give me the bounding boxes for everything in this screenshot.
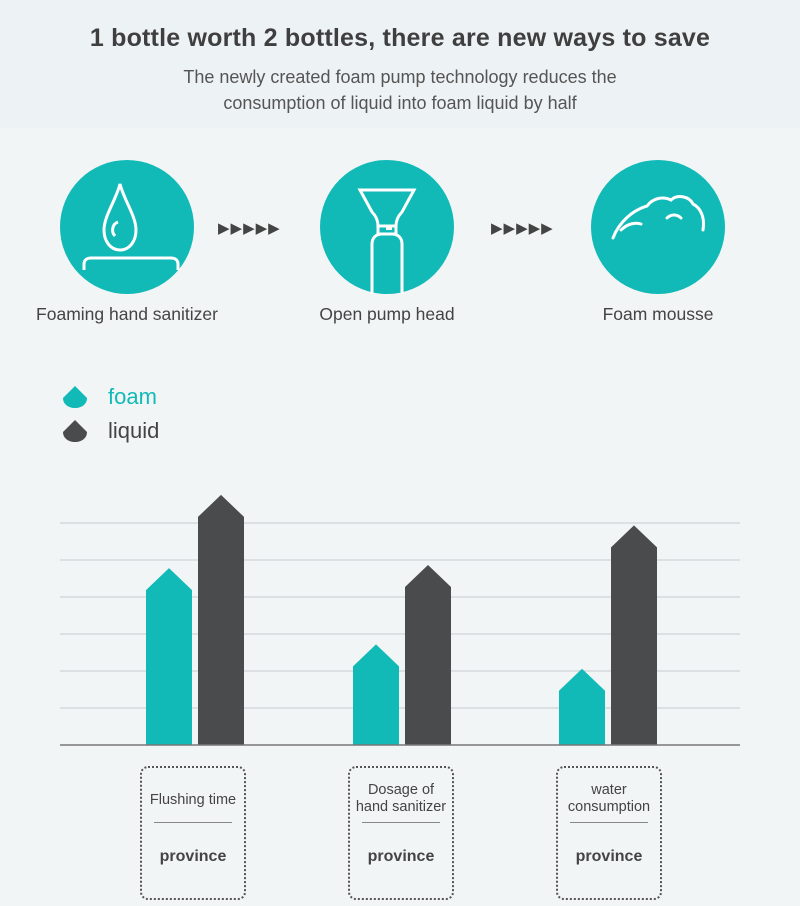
category-label: Dosage of hand sanitizer (355, 782, 447, 815)
step-open-pump-head: Open pump head (267, 160, 507, 325)
water-drop-icon (82, 183, 180, 270)
step-circle (591, 160, 725, 294)
pump-bottle-icon (357, 188, 417, 294)
legend-item-foam: foam (62, 380, 159, 414)
step-label: Open pump head (319, 304, 455, 324)
bar-foam-0 (146, 568, 192, 745)
step-circle (60, 160, 194, 294)
category-divider (362, 822, 440, 823)
page-title: 1 bottle worth 2 bottles, there are new … (89, 24, 711, 52)
category-note: province (367, 848, 435, 865)
page-subtitle: The newly created foam pump technology r… (183, 67, 617, 113)
category-divider (154, 822, 232, 823)
arrow-indicator-1: ▶▶▶▶▶ (218, 220, 281, 237)
category-box-water-consumption: water consumption province (556, 766, 662, 900)
category-note: province (575, 848, 643, 865)
step-foaming-hand-sanitizer: Foaming hand sanitizer (7, 160, 247, 325)
legend-marker-foam (63, 386, 87, 408)
step-label: Foam mousse (602, 304, 714, 324)
bar-liquid-2 (611, 525, 657, 745)
step-circle (320, 160, 454, 294)
bar-liquid-0 (198, 494, 244, 745)
step-foam-mousse: Foam mousse (538, 160, 778, 325)
header: 1 bottle worth 2 bottles, there are new … (0, 0, 800, 128)
category-label: Flushing time (149, 792, 237, 808)
category-box-flushing-time: Flushing time province (140, 766, 246, 900)
bar-liquid-1 (405, 565, 451, 745)
chart-legend: foam liquid (62, 380, 159, 448)
legend-marker-liquid (63, 420, 87, 442)
legend-label-liquid: liquid (108, 418, 160, 443)
category-note: province (159, 848, 227, 865)
foam-mousse-icon (611, 195, 705, 240)
legend-label-foam: foam (108, 384, 157, 409)
category-box-dosage: Dosage of hand sanitizer province (348, 766, 454, 900)
arrow-indicator-2: ▶▶▶▶▶ (491, 220, 554, 237)
step-label: Foaming hand sanitizer (36, 304, 218, 324)
bar-foam-1 (353, 644, 399, 745)
bar-chart (60, 494, 740, 746)
legend-item-liquid: liquid (62, 414, 159, 448)
category-label: water consumption (567, 782, 651, 815)
category-divider (570, 822, 648, 823)
bar-foam-2 (559, 668, 605, 745)
